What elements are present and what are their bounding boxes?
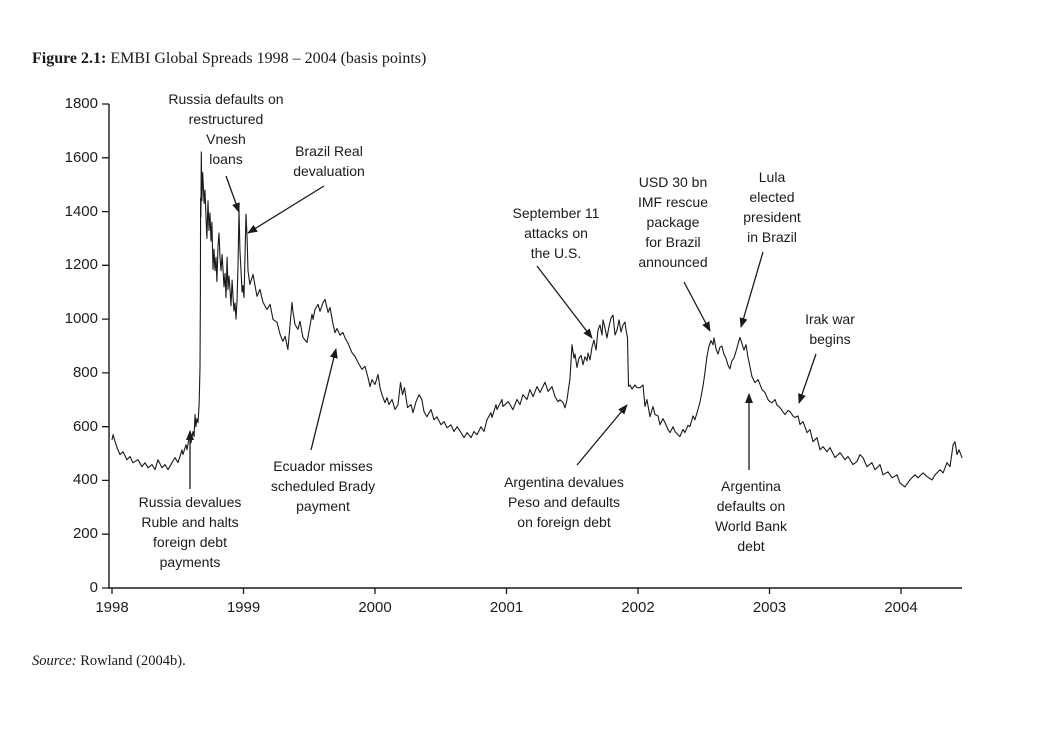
y-axis-tick-marks xyxy=(102,103,109,589)
y-tick-label-1000: 1000 xyxy=(64,310,98,327)
y-tick-label-400: 400 xyxy=(72,471,98,488)
x-tick-label-2001: 2001 xyxy=(489,599,524,616)
x-tick-label-2003: 2003 xyxy=(752,599,787,616)
y-tick-label-600: 600 xyxy=(72,418,98,435)
annotation-irak-war: Irak war begins xyxy=(805,311,855,347)
y-tick-label-1800: 1800 xyxy=(64,95,98,112)
x-tick-label-1998: 1998 xyxy=(95,599,129,616)
annotation-lula-elected: Lula elected president in Brazil xyxy=(743,169,801,245)
annotation-imf-brazil: USD 30 bn IMF rescue package for Brazil … xyxy=(637,174,708,270)
annotation-brazil-real: Brazil Real devaluation xyxy=(293,143,365,179)
figure-title: Figure 2.1: EMBI Global Spreads 1998 – 2… xyxy=(32,50,426,68)
x-tick-label-1999: 1999 xyxy=(226,599,261,616)
y-tick-label-800: 800 xyxy=(72,364,98,381)
y-tick-label-0: 0 xyxy=(89,579,98,596)
x-tick-label-2002: 2002 xyxy=(621,599,655,616)
arrow-september-11 xyxy=(536,265,593,339)
source-note: Source: Rowland (2004b). xyxy=(32,653,186,670)
arrow-irak-war xyxy=(798,353,817,404)
arrow-imf-brazil xyxy=(683,281,711,332)
x-tick-label-2000: 2000 xyxy=(358,599,392,616)
arrow-ecuador-brady xyxy=(310,348,338,451)
annotation-argentina-wb: Argentina defaults on World Bank debt xyxy=(714,478,788,554)
x-axis-tick-marks xyxy=(111,588,902,594)
annotation-september-11: September 11 attacks on the U.S. xyxy=(512,205,600,261)
figure-caption-text: EMBI Global Spreads 1998 – 2004 (basis p… xyxy=(110,50,427,67)
y-tick-label-200: 200 xyxy=(72,525,98,542)
arrow-argentina-devalues xyxy=(576,404,628,466)
x-tick-label-2004: 2004 xyxy=(884,599,918,616)
figure-number-label: Figure 2.1: xyxy=(32,50,107,67)
source-reference: Rowland (2004b). xyxy=(80,653,186,669)
arrow-lula-elected xyxy=(739,251,764,328)
annotation-arrows xyxy=(186,175,817,489)
y-tick-label-1400: 1400 xyxy=(64,203,98,220)
y-tick-label-1600: 1600 xyxy=(64,149,98,166)
annotation-argentina-devalues: Argentina devalues Peso and defaults on … xyxy=(504,474,624,530)
annotation-ecuador-brady: Ecuador misses scheduled Brady payment xyxy=(270,458,376,514)
annotation-russia-defaults: Russia defaults on restructured Vnesh lo… xyxy=(168,91,284,167)
source-label: Source: xyxy=(32,653,77,669)
embi-spread-series-line xyxy=(111,151,963,488)
arrow-brazil-real xyxy=(247,185,325,234)
y-tick-label-1200: 1200 xyxy=(64,256,98,273)
annotation-russia-devalues: Russia devalues Ruble and halts foreign … xyxy=(138,494,242,570)
arrow-russia-defaults xyxy=(225,175,240,213)
